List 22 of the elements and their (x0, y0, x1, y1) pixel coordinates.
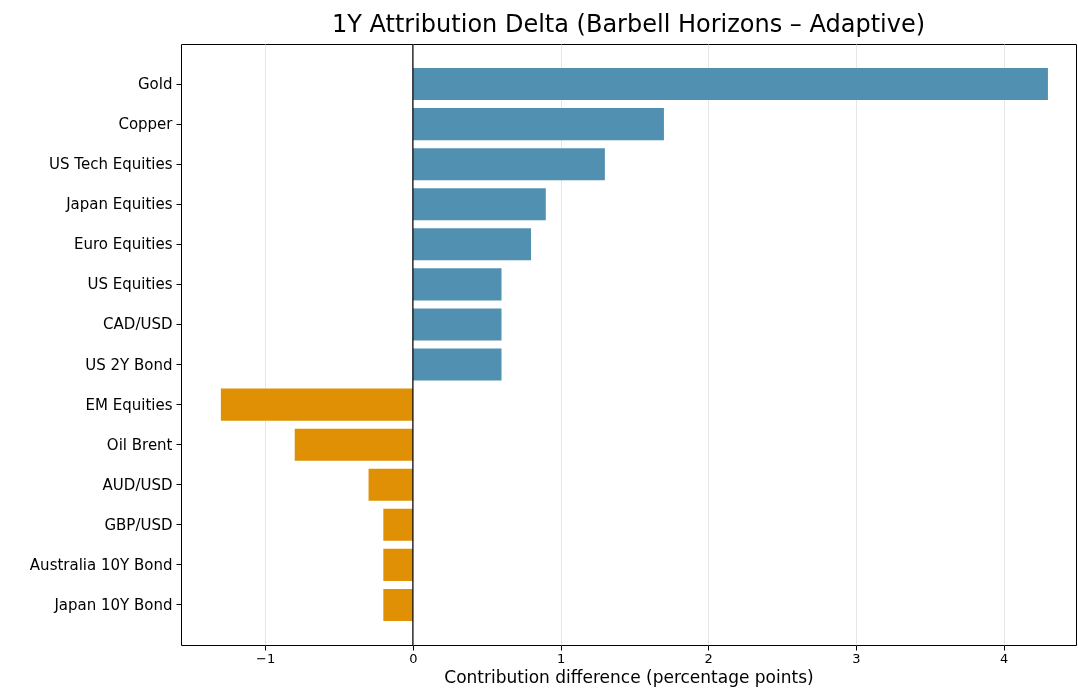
y-tick-label: AUD/USD (102, 475, 173, 494)
y-tick-label: EM Equities (85, 395, 173, 414)
x-tick-label: 2 (704, 650, 713, 666)
y-tick-label: Euro Equities (73, 235, 173, 254)
x-tick-label: 1 (556, 650, 566, 666)
chart-title: 1Y Attribution Delta (Barbell Horizons – Adaptive) (331, 10, 926, 39)
y-tick-label: Oil Brent (106, 435, 173, 454)
x-tick-label: 4 (999, 650, 1009, 666)
y-tick-label: US Equities (87, 275, 173, 294)
y-tick-label: Gold (138, 75, 173, 94)
y-tick-label: CAD/USD (103, 315, 173, 334)
x-tick-label: 0 (409, 650, 418, 666)
y-tick-label: Copper (118, 115, 174, 134)
y-tick-label: GBP/USD (104, 515, 173, 534)
x-tick-label: −1 (256, 650, 276, 666)
y-tick-label: US 2Y Bond (85, 355, 173, 374)
x-tick-label: 3 (852, 650, 861, 666)
y-tick-label: Japan 10Y Bond (53, 595, 173, 614)
y-tick-label: Australia 10Y Bond (29, 555, 173, 574)
y-tick-label: US Tech Equities (49, 155, 173, 174)
y-tick-label: Japan Equities (65, 195, 173, 214)
x-axis-title: Contribution difference (percentage points) (444, 666, 814, 687)
